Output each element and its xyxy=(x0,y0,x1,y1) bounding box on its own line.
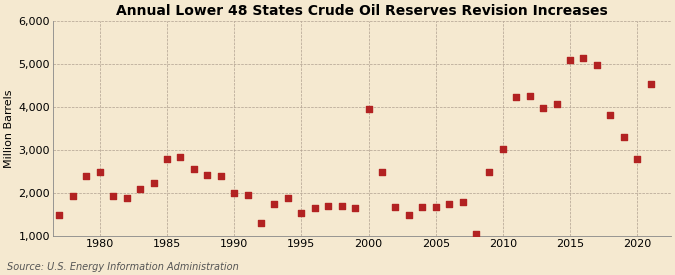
Point xyxy=(309,206,320,211)
Point xyxy=(470,232,481,236)
Title: Annual Lower 48 States Crude Oil Reserves Revision Increases: Annual Lower 48 States Crude Oil Reserve… xyxy=(116,4,608,18)
Point xyxy=(377,170,387,174)
Point xyxy=(54,213,65,218)
Point xyxy=(390,205,401,209)
Y-axis label: Million Barrels: Million Barrels xyxy=(4,89,14,168)
Point xyxy=(296,211,306,215)
Point xyxy=(242,193,253,197)
Point xyxy=(484,170,495,175)
Point xyxy=(578,56,589,60)
Point xyxy=(404,213,414,218)
Text: Source: U.S. Energy Information Administration: Source: U.S. Energy Information Administ… xyxy=(7,262,238,272)
Point xyxy=(282,196,293,200)
Point xyxy=(108,194,119,199)
Point xyxy=(323,204,333,208)
Point xyxy=(565,58,576,62)
Point xyxy=(551,102,562,106)
Point xyxy=(605,112,616,117)
Point xyxy=(148,181,159,185)
Point xyxy=(645,82,656,86)
Point xyxy=(363,107,374,111)
Point xyxy=(229,191,240,195)
Point xyxy=(417,205,428,209)
Point xyxy=(591,62,602,67)
Point xyxy=(457,200,468,204)
Point xyxy=(81,174,92,178)
Point xyxy=(632,156,643,161)
Point xyxy=(430,205,441,209)
Point xyxy=(68,194,78,198)
Point xyxy=(202,173,213,178)
Point xyxy=(511,95,522,99)
Point xyxy=(188,167,199,171)
Point xyxy=(269,202,280,206)
Point xyxy=(538,106,549,110)
Point xyxy=(215,174,226,178)
Point xyxy=(618,134,629,139)
Point xyxy=(350,206,360,210)
Point xyxy=(175,155,186,159)
Point xyxy=(256,221,267,225)
Point xyxy=(524,94,535,98)
Point xyxy=(443,202,454,206)
Point xyxy=(161,157,172,162)
Point xyxy=(497,147,508,151)
Point xyxy=(95,170,105,174)
Point xyxy=(336,204,347,208)
Point xyxy=(122,196,132,200)
Point xyxy=(135,186,146,191)
